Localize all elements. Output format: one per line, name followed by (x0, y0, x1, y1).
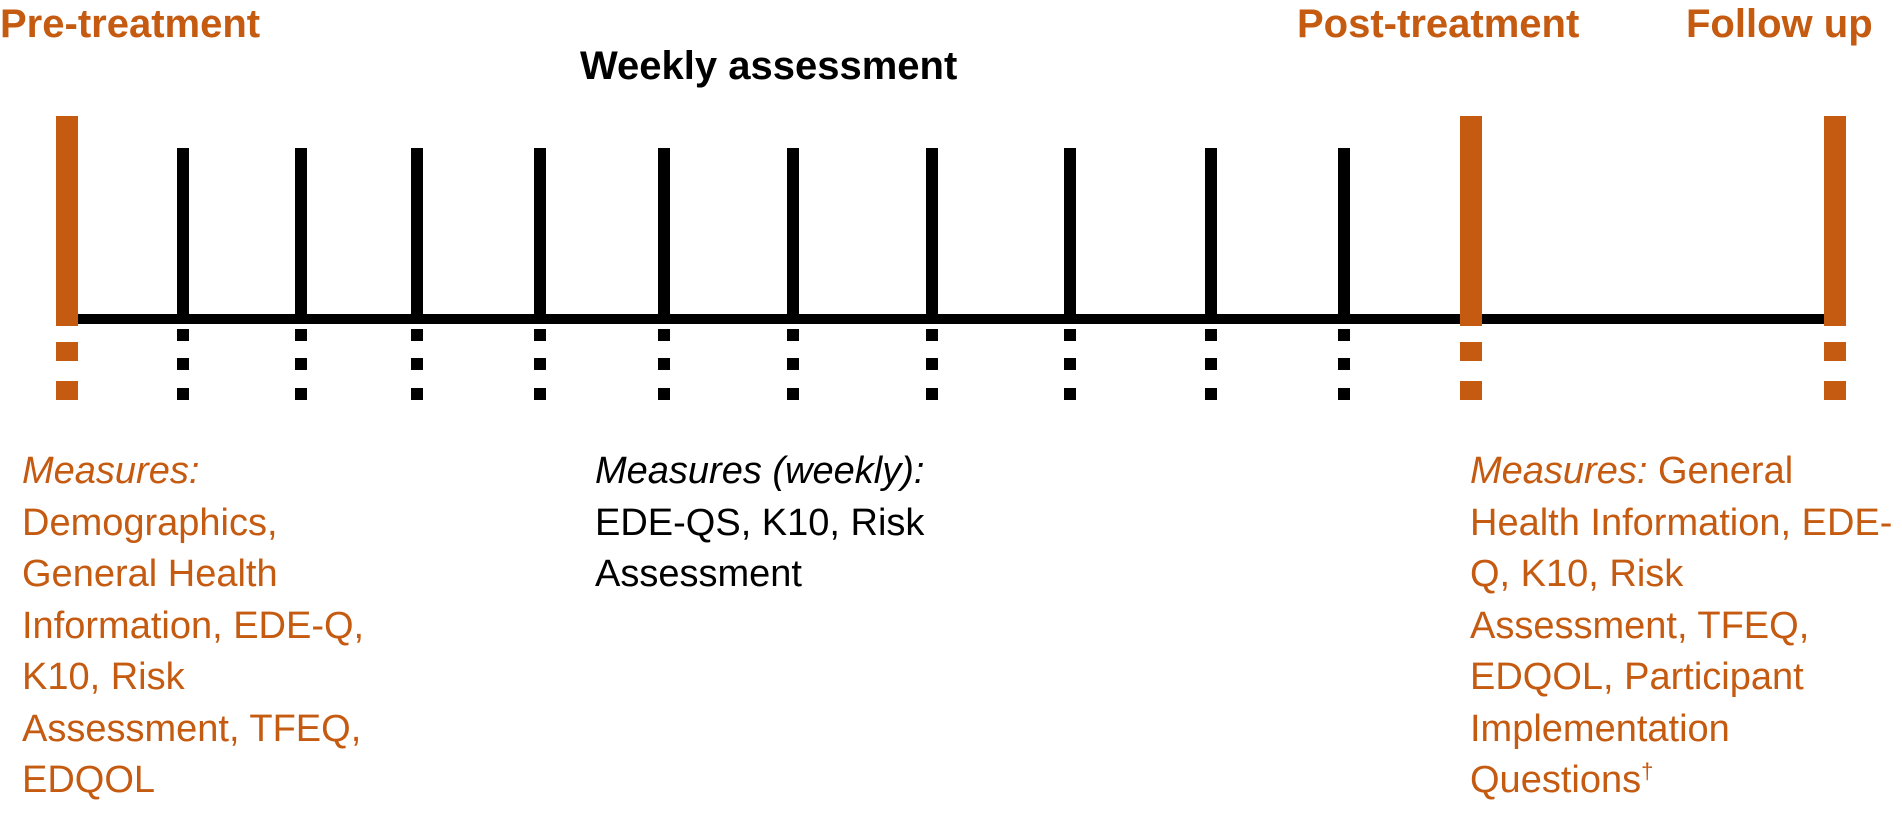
weekly-dot (658, 329, 670, 341)
weekly-dot (1205, 388, 1217, 400)
weekly-title: Weekly assessment (580, 44, 958, 88)
weekly-tick (926, 148, 938, 320)
weekly-dot (534, 358, 546, 370)
weekly-measures: Measures (weekly): EDE-QS, K10, Risk Asse… (595, 446, 1005, 601)
weekly-dot (295, 358, 307, 370)
weekly-dot (1064, 388, 1076, 400)
weekly-dot (411, 358, 423, 370)
measures-text: Demographics, General Health Information… (22, 501, 365, 802)
weekly-dot (177, 388, 189, 400)
pre-treatment-title: Pre-treatment (0, 2, 261, 46)
follow-up-title: Follow up (1686, 2, 1873, 46)
weekly-tick (1064, 148, 1076, 320)
weekly-dot (1205, 329, 1217, 341)
footnote-mark: † (1641, 758, 1654, 784)
weekly-dot (787, 329, 799, 341)
weekly-dot (534, 329, 546, 341)
measures-label: Measures: (1470, 450, 1648, 492)
weekly-tick (295, 148, 307, 320)
pre-measures: Measures: Demographics, General Health In… (22, 446, 402, 807)
milestone-dash (1824, 381, 1846, 400)
measures-label: Measures (weekly): (595, 450, 925, 492)
weekly-dot (295, 388, 307, 400)
weekly-tick (1338, 148, 1350, 320)
timeline-marks (56, 116, 1846, 400)
weekly-tick (534, 148, 546, 320)
weekly-dot (926, 388, 938, 400)
weekly-dot (295, 329, 307, 341)
measures-label: Measures: (22, 450, 200, 492)
weekly-tick (411, 148, 423, 320)
post-treatment-title: Post-treatment (1297, 2, 1580, 46)
measures-text: General Health Information, EDE-Q, K10, … (1470, 450, 1893, 801)
weekly-tick (658, 148, 670, 320)
weekly-dot (177, 358, 189, 370)
weekly-dot (1064, 329, 1076, 341)
weekly-dot (534, 388, 546, 400)
milestone-dash (56, 381, 78, 400)
post-measures: Measures: General Health Information, ED… (1470, 446, 1895, 807)
weekly-dot (926, 358, 938, 370)
weekly-dot (411, 329, 423, 341)
weekly-dot (658, 388, 670, 400)
milestone-bar (1460, 116, 1482, 326)
weekly-dot (658, 358, 670, 370)
milestone-dash (1460, 381, 1482, 400)
milestone-bar (1824, 116, 1846, 326)
weekly-dot (1338, 388, 1350, 400)
weekly-tick (177, 148, 189, 320)
weekly-dot (1205, 358, 1217, 370)
weekly-dot (787, 388, 799, 400)
weekly-dot (1338, 329, 1350, 341)
milestone-dash (1460, 342, 1482, 361)
weekly-dot (1064, 358, 1076, 370)
weekly-dot (1338, 358, 1350, 370)
measures-text: EDE-QS, K10, Risk Assessment (595, 501, 925, 596)
weekly-dot (177, 329, 189, 341)
milestone-dash (1824, 342, 1846, 361)
weekly-dot (411, 388, 423, 400)
milestone-dash (56, 342, 78, 361)
weekly-dot (787, 358, 799, 370)
weekly-tick (1205, 148, 1217, 320)
weekly-tick (787, 148, 799, 320)
milestone-bar (56, 116, 78, 326)
weekly-dot (926, 329, 938, 341)
